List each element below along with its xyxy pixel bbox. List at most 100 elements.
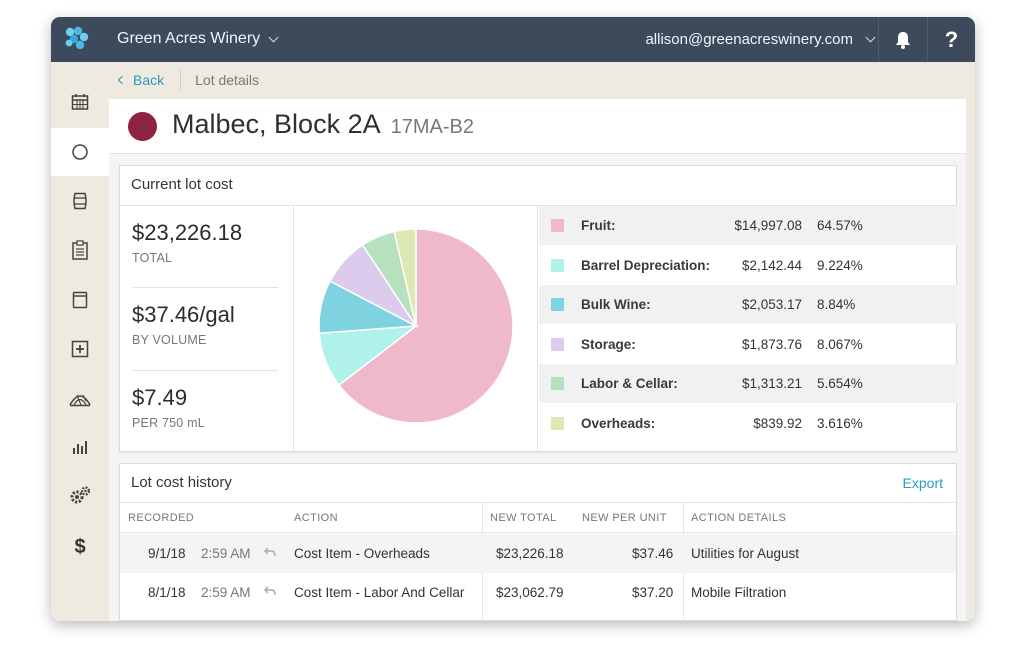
- sidebar-item-vineyards[interactable]: [51, 374, 109, 422]
- breakdown-percent: 8.84%: [817, 297, 856, 312]
- row-details: Utilities for August: [691, 546, 800, 561]
- calendar-icon: [71, 94, 89, 110]
- legend-swatch: [551, 416, 564, 430]
- revert-icon[interactable]: [264, 547, 276, 557]
- current-lot-cost-panel: Current lot cost $23,226.18 TOTAL $37.46…: [119, 165, 958, 452]
- table-row[interactable]: 9/1/18 2:59 AM Cost Item - Overheads $23…: [120, 534, 956, 573]
- breakdown-label: Overheads:: [581, 415, 656, 431]
- top-bar: Green Acres Winery allison@greenacreswin…: [51, 17, 975, 62]
- lot-details-card: Malbec, Block 2A 17MA-B2 Current lot cos…: [109, 99, 966, 621]
- legend-swatch: [551, 298, 564, 311]
- metric-total: $23,226.18 TOTAL: [132, 220, 278, 265]
- cost-panel-header: Current lot cost: [120, 166, 956, 206]
- row-date: 8/1/18: [148, 585, 186, 600]
- metric-value: $7.49: [132, 385, 188, 410]
- sidebar-item-reports[interactable]: [51, 423, 109, 471]
- pie-slice[interactable]: [393, 228, 417, 327]
- breakdown-amount: $2,142.44: [741, 257, 802, 273]
- help-icon: ?: [944, 26, 959, 52]
- sidebar-item-lots[interactable]: [51, 128, 109, 176]
- winery-name: Green Acres Winery: [117, 30, 261, 47]
- column-header-action[interactable]: ACTION: [294, 512, 338, 524]
- metric-label: BY VOLUME: [132, 333, 207, 347]
- metric-value: $37.46/gal: [132, 302, 235, 327]
- back-label: Back: [133, 72, 165, 88]
- column-header-new-per-unit[interactable]: NEW PER UNIT: [582, 512, 667, 524]
- metric-value: $23,226.18: [132, 220, 243, 245]
- breakdown-amount: $2,053.17: [741, 297, 802, 312]
- sidebar-item-barrels[interactable]: [51, 177, 109, 225]
- vineyard-icon: [69, 394, 91, 407]
- breadcrumb-divider: [180, 70, 182, 90]
- lot-code: 17MA-B2: [390, 116, 474, 138]
- cost-breakdown-row: Labor & Cellar: $1,313.21 5.654%: [539, 364, 958, 403]
- sidebar-item-settings[interactable]: [51, 472, 109, 520]
- column-header-new-total[interactable]: NEW TOTAL: [490, 512, 557, 524]
- revert-icon[interactable]: [264, 586, 276, 596]
- legend-swatch: [551, 377, 564, 390]
- grapes-logo-icon: [65, 26, 89, 50]
- help-button[interactable]: ?: [927, 17, 975, 62]
- back-button[interactable]: Back: [117, 72, 165, 88]
- row-details: Mobile Filtration: [691, 585, 787, 600]
- breakdown-amount: $1,313.21: [741, 376, 802, 391]
- metric-divider: [132, 370, 278, 371]
- cost-panel-title: Current lot cost: [131, 176, 233, 193]
- winery-selector[interactable]: Green Acres Winery: [117, 30, 279, 48]
- breakdown-amount: $839.92: [753, 415, 802, 431]
- row-date: 9/1/18: [148, 546, 186, 561]
- column-header-action-details[interactable]: ACTION DETAILS: [691, 512, 787, 524]
- breakdown-label: Storage:: [581, 336, 636, 352]
- pie-chart-svg: [318, 228, 514, 424]
- sidebar-item-work-orders[interactable]: [51, 226, 109, 274]
- table-header: RECORDED ACTION NEW TOTAL NEW PER UNIT A…: [120, 503, 956, 533]
- history-panel-header: Lot cost history Export: [120, 464, 956, 503]
- breakdown-label: Bulk Wine:: [581, 297, 651, 312]
- table-row[interactable]: 8/1/18 2:59 AM Cost Item - Labor And Cel…: [120, 573, 956, 612]
- account-menu[interactable]: allison@greenacreswinery.com: [645, 31, 876, 48]
- breakdown-percent: 9.224%: [817, 257, 863, 273]
- row-new-total: $23,226.18: [496, 546, 564, 561]
- row-time: 2:59 AM: [201, 585, 251, 600]
- sidebar-item-costs[interactable]: $: [51, 522, 109, 570]
- circle-icon: [72, 144, 88, 160]
- history-panel-title: Lot cost history: [131, 474, 232, 491]
- sidebar: $: [51, 62, 109, 621]
- cost-breakdown-row: Overheads: $839.92 3.616%: [539, 404, 958, 443]
- sidebar-item-calendar[interactable]: [51, 78, 109, 126]
- column-header-recorded[interactable]: RECORDED: [128, 512, 195, 524]
- bar-chart-icon: [73, 441, 87, 454]
- breakdown-label: Barrel Depreciation:: [581, 257, 711, 273]
- breakdown-percent: 64.57%: [817, 218, 863, 233]
- row-new-total: $23,062.79: [496, 585, 564, 600]
- legend-swatch: [551, 337, 564, 351]
- breakdown-percent: 8.067%: [817, 336, 863, 352]
- breadcrumb-current: Lot details: [195, 72, 259, 88]
- cost-metrics: $23,226.18 TOTAL $37.46/gal BY VOLUME $7…: [120, 206, 294, 451]
- main-content: Back Lot details Malbec, Block 2A 17MA-B…: [109, 62, 975, 621]
- sidebar-item-vessels[interactable]: [51, 276, 109, 324]
- row-new-per-unit: $37.46: [632, 546, 674, 561]
- export-button[interactable]: Export: [902, 475, 943, 491]
- row-action: Cost Item - Overheads: [294, 546, 430, 561]
- cost-breakdown-row: Bulk Wine: $2,053.17 8.84%: [539, 285, 958, 324]
- cost-pie-chart: [295, 206, 538, 451]
- notifications-button[interactable]: [878, 17, 926, 62]
- metric-divider: [132, 287, 278, 288]
- app-logo[interactable]: [51, 17, 101, 62]
- barrel-icon: [73, 192, 87, 210]
- breakdown-percent: 5.654%: [817, 376, 863, 391]
- chevron-left-icon: [117, 75, 127, 85]
- pie-slice[interactable]: [337, 228, 514, 424]
- cost-breakdown-row: Barrel Depreciation: $2,142.44 9.224%: [539, 246, 958, 285]
- app-window: Green Acres Winery allison@greenacreswin…: [51, 17, 975, 621]
- breakdown-amount: $14,997.08: [734, 218, 802, 233]
- sidebar-item-additions[interactable]: [51, 325, 109, 373]
- cost-breakdown-row: Storage: $1,873.76 8.067%: [539, 325, 958, 364]
- dollar-icon: $: [74, 536, 85, 557]
- row-action: Cost Item - Labor And Cellar: [294, 585, 465, 600]
- breakdown-percent: 3.616%: [817, 415, 863, 431]
- account-email: allison@greenacreswinery.com: [645, 31, 853, 48]
- gears-icon: [70, 486, 91, 504]
- tank-icon: [72, 291, 88, 309]
